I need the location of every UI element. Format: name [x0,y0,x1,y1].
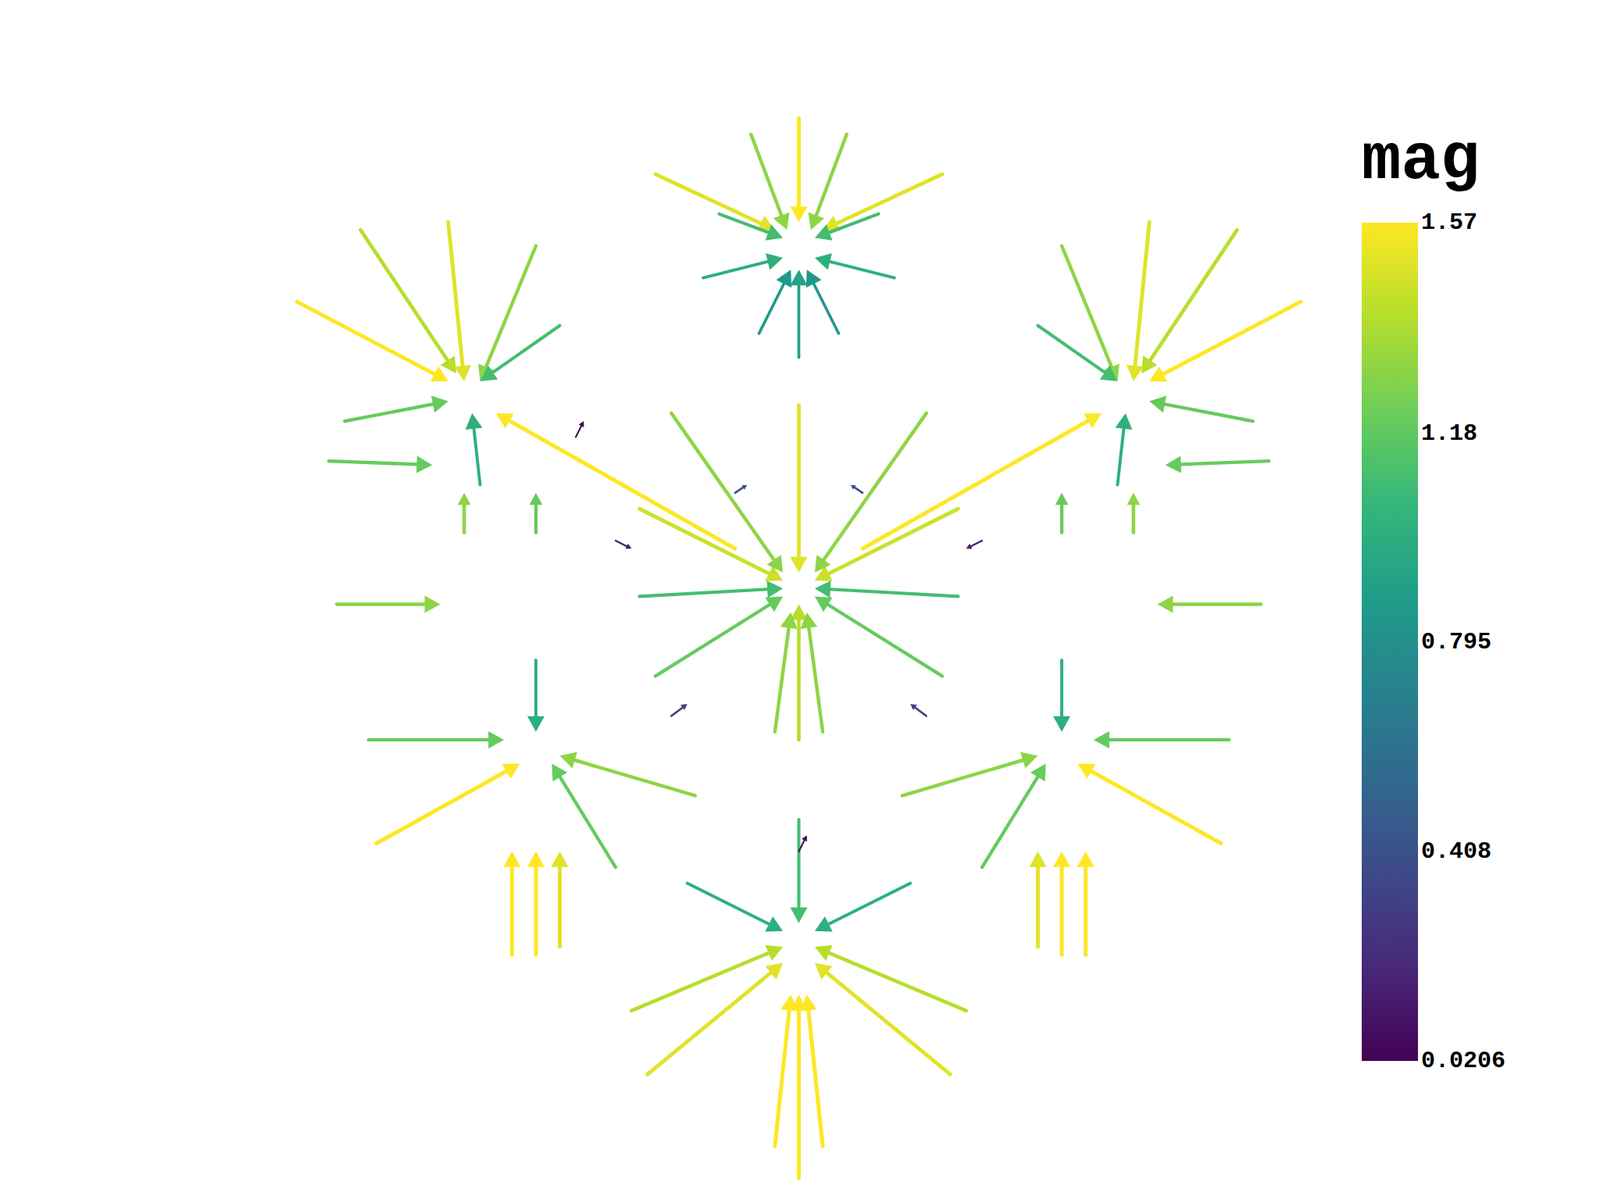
svg-text:0.0206: 0.0206 [1421,1047,1506,1075]
svg-text:0.408: 0.408 [1421,838,1492,865]
svg-text:1.18: 1.18 [1421,420,1478,447]
svg-text:mag: mag [1361,123,1480,198]
svg-text:0.795: 0.795 [1421,628,1492,656]
svg-text:1.57: 1.57 [1421,209,1478,236]
